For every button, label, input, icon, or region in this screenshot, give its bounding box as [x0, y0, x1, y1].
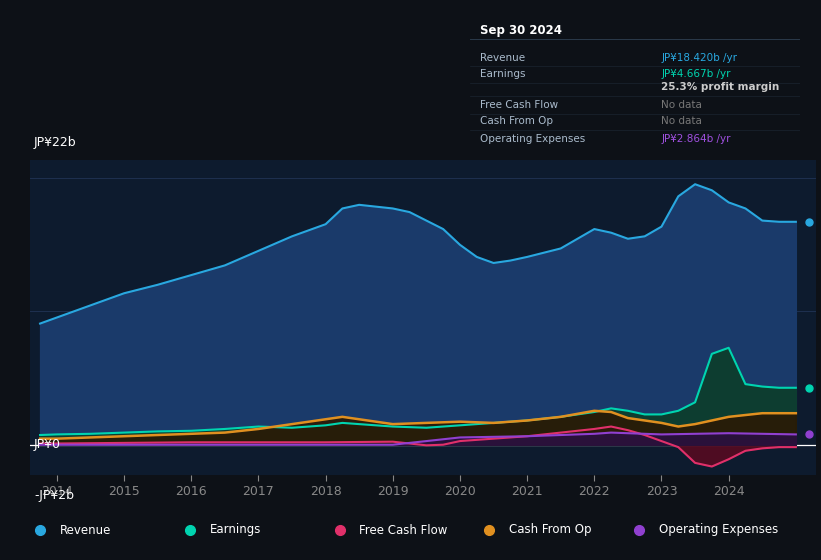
Text: No data: No data [662, 116, 702, 126]
Text: 25.3% profit margin: 25.3% profit margin [662, 82, 780, 92]
Text: -JP¥2b: -JP¥2b [34, 489, 74, 502]
Text: Cash From Op: Cash From Op [480, 116, 553, 126]
Text: Earnings: Earnings [209, 524, 261, 536]
Text: Earnings: Earnings [480, 69, 525, 79]
Text: Operating Expenses: Operating Expenses [480, 134, 585, 144]
Text: Sep 30 2024: Sep 30 2024 [480, 25, 562, 38]
Text: Revenue: Revenue [480, 53, 525, 63]
Text: JP¥22b: JP¥22b [34, 136, 76, 149]
Text: Free Cash Flow: Free Cash Flow [480, 100, 558, 110]
Text: JP¥4.667b /yr: JP¥4.667b /yr [662, 69, 731, 79]
Text: JP¥2.864b /yr: JP¥2.864b /yr [662, 134, 731, 144]
Text: Operating Expenses: Operating Expenses [658, 524, 778, 536]
Text: Cash From Op: Cash From Op [509, 524, 591, 536]
Text: JP¥18.420b /yr: JP¥18.420b /yr [662, 53, 737, 63]
Text: No data: No data [662, 100, 702, 110]
Text: Revenue: Revenue [60, 524, 111, 536]
Text: JP¥0: JP¥0 [34, 438, 61, 451]
Text: Free Cash Flow: Free Cash Flow [360, 524, 447, 536]
